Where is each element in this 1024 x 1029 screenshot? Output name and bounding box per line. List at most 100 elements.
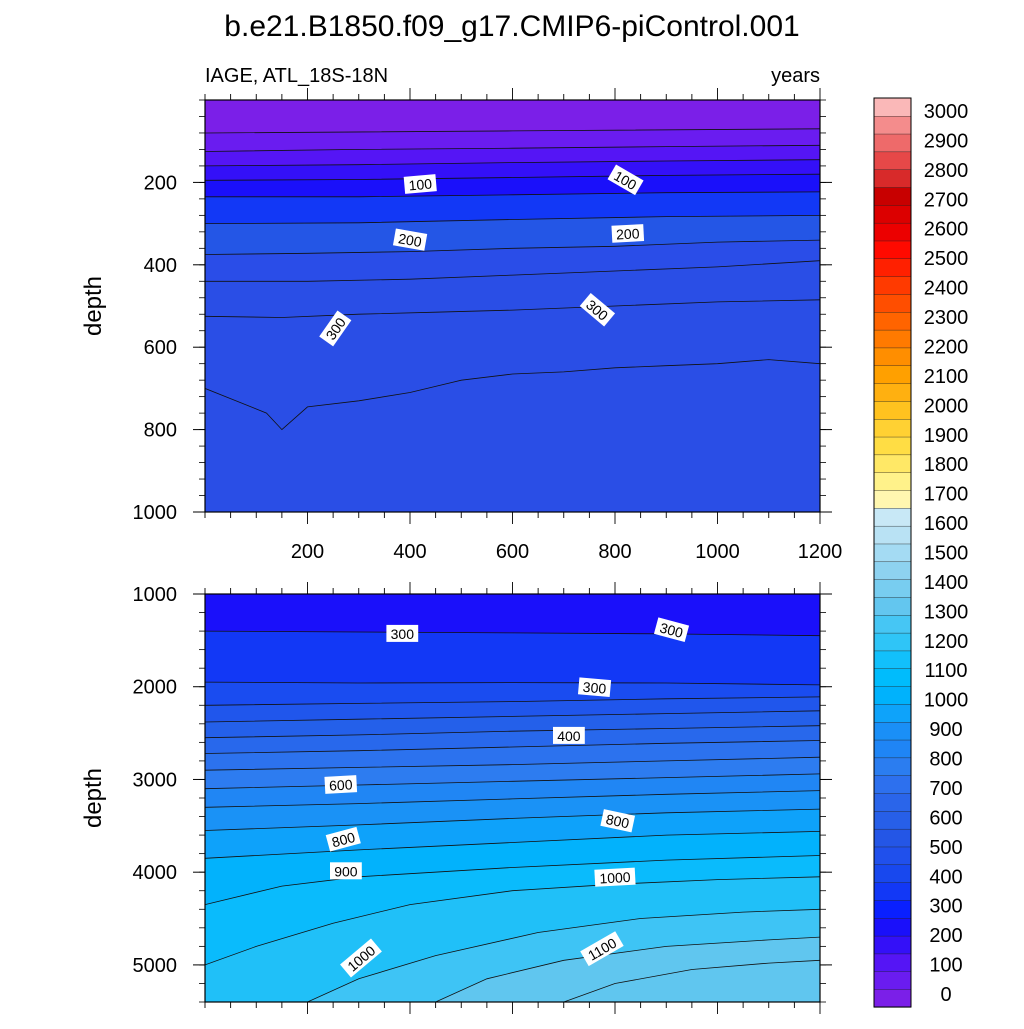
contour-label-bg bbox=[325, 826, 361, 852]
colorbar-swatch bbox=[873, 382, 912, 402]
colorbar-label: 1800 bbox=[924, 454, 969, 476]
y-tick-label: 4000 bbox=[133, 862, 178, 884]
colorbar-swatch bbox=[873, 240, 912, 260]
colorbar-swatch bbox=[873, 650, 912, 669]
y-tick-label: 200 bbox=[144, 172, 177, 194]
contour-line bbox=[205, 790, 820, 808]
chart-subtitle-left: IAGE, ATL_18S-18N bbox=[205, 65, 388, 87]
colorbar-swatch bbox=[873, 721, 912, 741]
contour-band bbox=[205, 359, 820, 512]
y-tick-label: 1000 bbox=[133, 502, 178, 524]
contour-line bbox=[205, 191, 820, 198]
contour-label-text: 300 bbox=[582, 679, 607, 697]
colorbar-swatch bbox=[873, 935, 912, 955]
contour-label-bg bbox=[340, 938, 382, 978]
colorbar-frame bbox=[873, 97, 912, 1008]
colorbar-label: 300 bbox=[929, 896, 962, 918]
colorbar-label: 2000 bbox=[924, 395, 969, 417]
colorbar-swatch bbox=[873, 757, 912, 776]
contour-label-text: 100 bbox=[408, 175, 433, 193]
colorbar-swatch bbox=[873, 186, 912, 206]
contour-line bbox=[435, 936, 820, 1002]
contour-label: 100 bbox=[403, 174, 437, 194]
contour-line bbox=[205, 299, 820, 318]
contour-line bbox=[205, 260, 820, 282]
colorbar-swatch bbox=[873, 454, 912, 473]
contour-label-bg bbox=[324, 775, 358, 794]
y-tick-label: 1000 bbox=[133, 584, 178, 606]
colorbar-swatch bbox=[873, 882, 912, 901]
colorbar-swatch bbox=[873, 472, 912, 491]
x-tick-label: 200 bbox=[291, 541, 324, 563]
colorbar-label: 600 bbox=[929, 807, 962, 829]
filled-contours bbox=[205, 100, 820, 512]
contour-label-text: 800 bbox=[605, 811, 631, 832]
colorbar-swatch bbox=[873, 792, 912, 812]
y-tick-label: 5000 bbox=[133, 955, 178, 977]
colorbar-label: 2100 bbox=[924, 366, 969, 388]
contour-label: 200 bbox=[392, 228, 428, 251]
contour-line bbox=[205, 740, 820, 754]
colorbar-swatch bbox=[873, 347, 912, 366]
colorbar-label: 2800 bbox=[924, 160, 969, 182]
colorbar-label: 2200 bbox=[924, 337, 969, 359]
contour-label-bg bbox=[611, 224, 645, 243]
contour-label-bg bbox=[579, 292, 616, 327]
colorbar-swatch bbox=[873, 115, 912, 135]
contour-line bbox=[205, 215, 820, 224]
contour-label: 800 bbox=[325, 826, 361, 852]
x-tick-label: 600 bbox=[496, 541, 529, 563]
colorbar-swatch bbox=[873, 489, 912, 509]
contour-label: 300 bbox=[577, 677, 612, 698]
contour-line bbox=[205, 876, 820, 966]
y-tick-label: 600 bbox=[144, 337, 177, 359]
chart-title: b.e21.B1850.f09_g17.CMIP6-piControl.001 bbox=[224, 10, 799, 43]
colorbar-label: 1700 bbox=[924, 484, 969, 506]
colorbar-label: 900 bbox=[929, 719, 962, 741]
colorbar-swatch bbox=[873, 596, 912, 616]
contour-band bbox=[563, 960, 820, 1002]
colorbar-swatch bbox=[873, 97, 912, 117]
colorbar-swatch bbox=[873, 365, 912, 384]
contour-label-bg bbox=[580, 931, 624, 967]
colorbar-swatch bbox=[873, 258, 912, 277]
colorbar-label: 0 bbox=[940, 984, 951, 1006]
colorbar-swatch bbox=[873, 222, 912, 242]
contour-label-bg bbox=[653, 617, 690, 643]
contour-line bbox=[205, 239, 820, 255]
contour-line bbox=[205, 128, 820, 134]
colorbar-label: 1100 bbox=[924, 660, 967, 682]
contour-line bbox=[205, 681, 820, 686]
contour-label-text: 800 bbox=[330, 829, 357, 851]
contour-line bbox=[205, 808, 820, 831]
colorbar-label: 800 bbox=[929, 749, 962, 771]
contour-label: 1000 bbox=[594, 867, 636, 887]
colorbar-label: 2700 bbox=[924, 189, 969, 211]
colorbar-label: 400 bbox=[929, 866, 962, 888]
contour-label-text: 400 bbox=[557, 728, 581, 744]
contour-label-text: 200 bbox=[397, 230, 423, 250]
colorbar-swatch bbox=[873, 579, 912, 598]
chart-subtitle-right: years bbox=[771, 65, 820, 87]
colorbar-swatch bbox=[873, 543, 912, 563]
colorbar-swatch bbox=[873, 561, 912, 580]
contour-line bbox=[205, 725, 820, 739]
colorbar-swatch bbox=[873, 151, 912, 170]
colorbar-swatch bbox=[873, 311, 912, 331]
y-tick-label: 800 bbox=[144, 420, 177, 442]
colorbar-swatch bbox=[873, 632, 912, 652]
colorbar-label: 1900 bbox=[924, 425, 969, 447]
contour-label-bg bbox=[386, 624, 419, 642]
contour-label-text: 300 bbox=[391, 626, 415, 642]
x-tick-label: 400 bbox=[393, 541, 426, 563]
contour-line bbox=[205, 831, 820, 859]
x-tick-label: 1200 bbox=[798, 541, 843, 563]
contour-line bbox=[205, 159, 820, 167]
contour-label-bg bbox=[600, 809, 636, 833]
colorbar-swatch bbox=[873, 685, 912, 705]
colorbar-swatch bbox=[873, 668, 912, 687]
contour-label-text: 300 bbox=[658, 619, 685, 641]
colorbar-label: 1500 bbox=[924, 543, 969, 565]
colorbar-label: 2400 bbox=[924, 278, 969, 300]
